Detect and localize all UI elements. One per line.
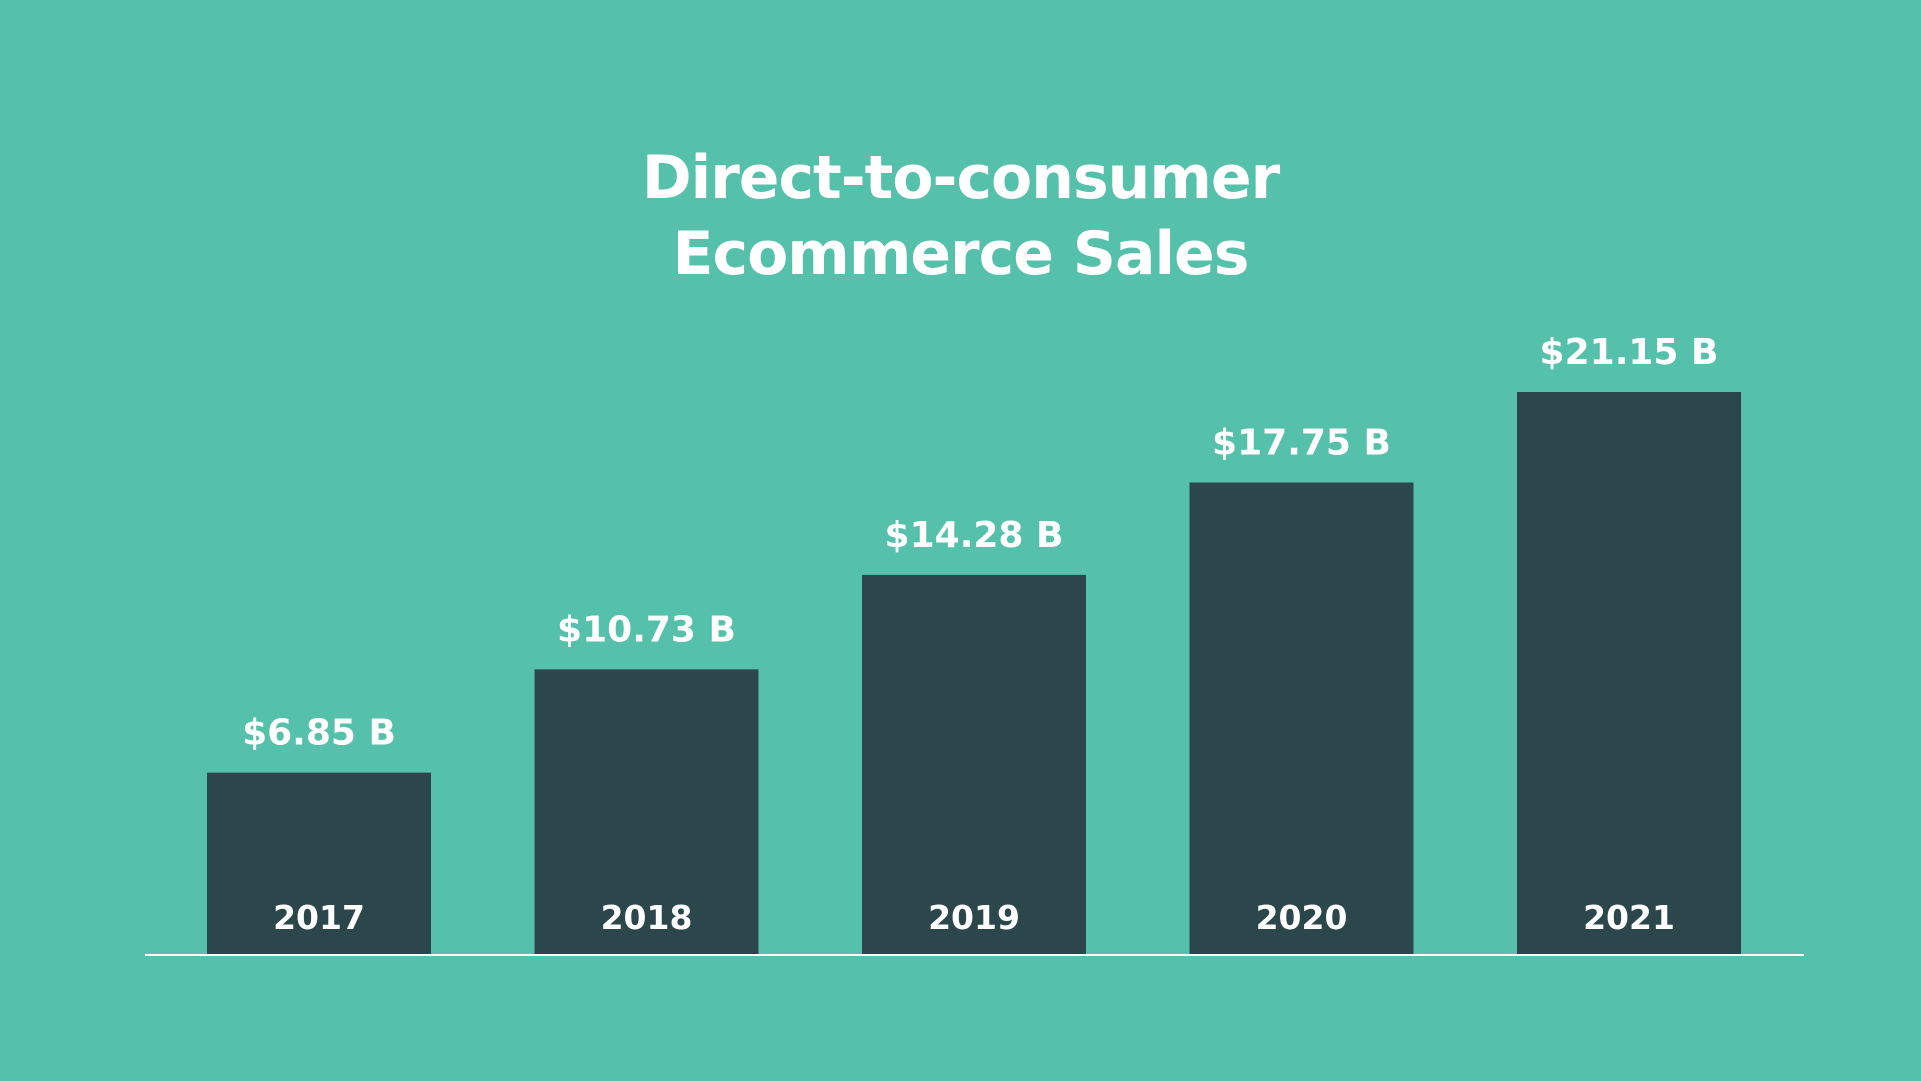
bar-2019 bbox=[862, 574, 1086, 955]
chart-title: Direct-to-consumer Ecommerce Sales bbox=[0, 140, 1921, 292]
x-tick-label-2018: 2018 bbox=[601, 898, 693, 937]
x-tick-label-2020: 2020 bbox=[1256, 898, 1348, 937]
data-label-2018: $10.73 B bbox=[557, 609, 736, 650]
x-tick-label-2019: 2019 bbox=[928, 898, 1020, 937]
data-label-2021: $21.15 B bbox=[1540, 332, 1719, 373]
bar-2020 bbox=[1189, 482, 1414, 955]
bar-2021 bbox=[1517, 392, 1741, 955]
data-label-2019: $14.28 B bbox=[885, 515, 1064, 556]
chart-title-line-1: Direct-to-consumer bbox=[641, 143, 1280, 213]
bar-2018 bbox=[534, 669, 759, 955]
data-label-2020: $17.75 B bbox=[1212, 423, 1391, 464]
bar-2017 bbox=[207, 772, 431, 955]
x-tick-label-2021: 2021 bbox=[1583, 898, 1675, 937]
chart-title-line-2: Ecommerce Sales bbox=[672, 219, 1250, 289]
data-label-2017: $6.85 B bbox=[242, 713, 396, 754]
x-tick-label-2017: 2017 bbox=[273, 898, 365, 937]
